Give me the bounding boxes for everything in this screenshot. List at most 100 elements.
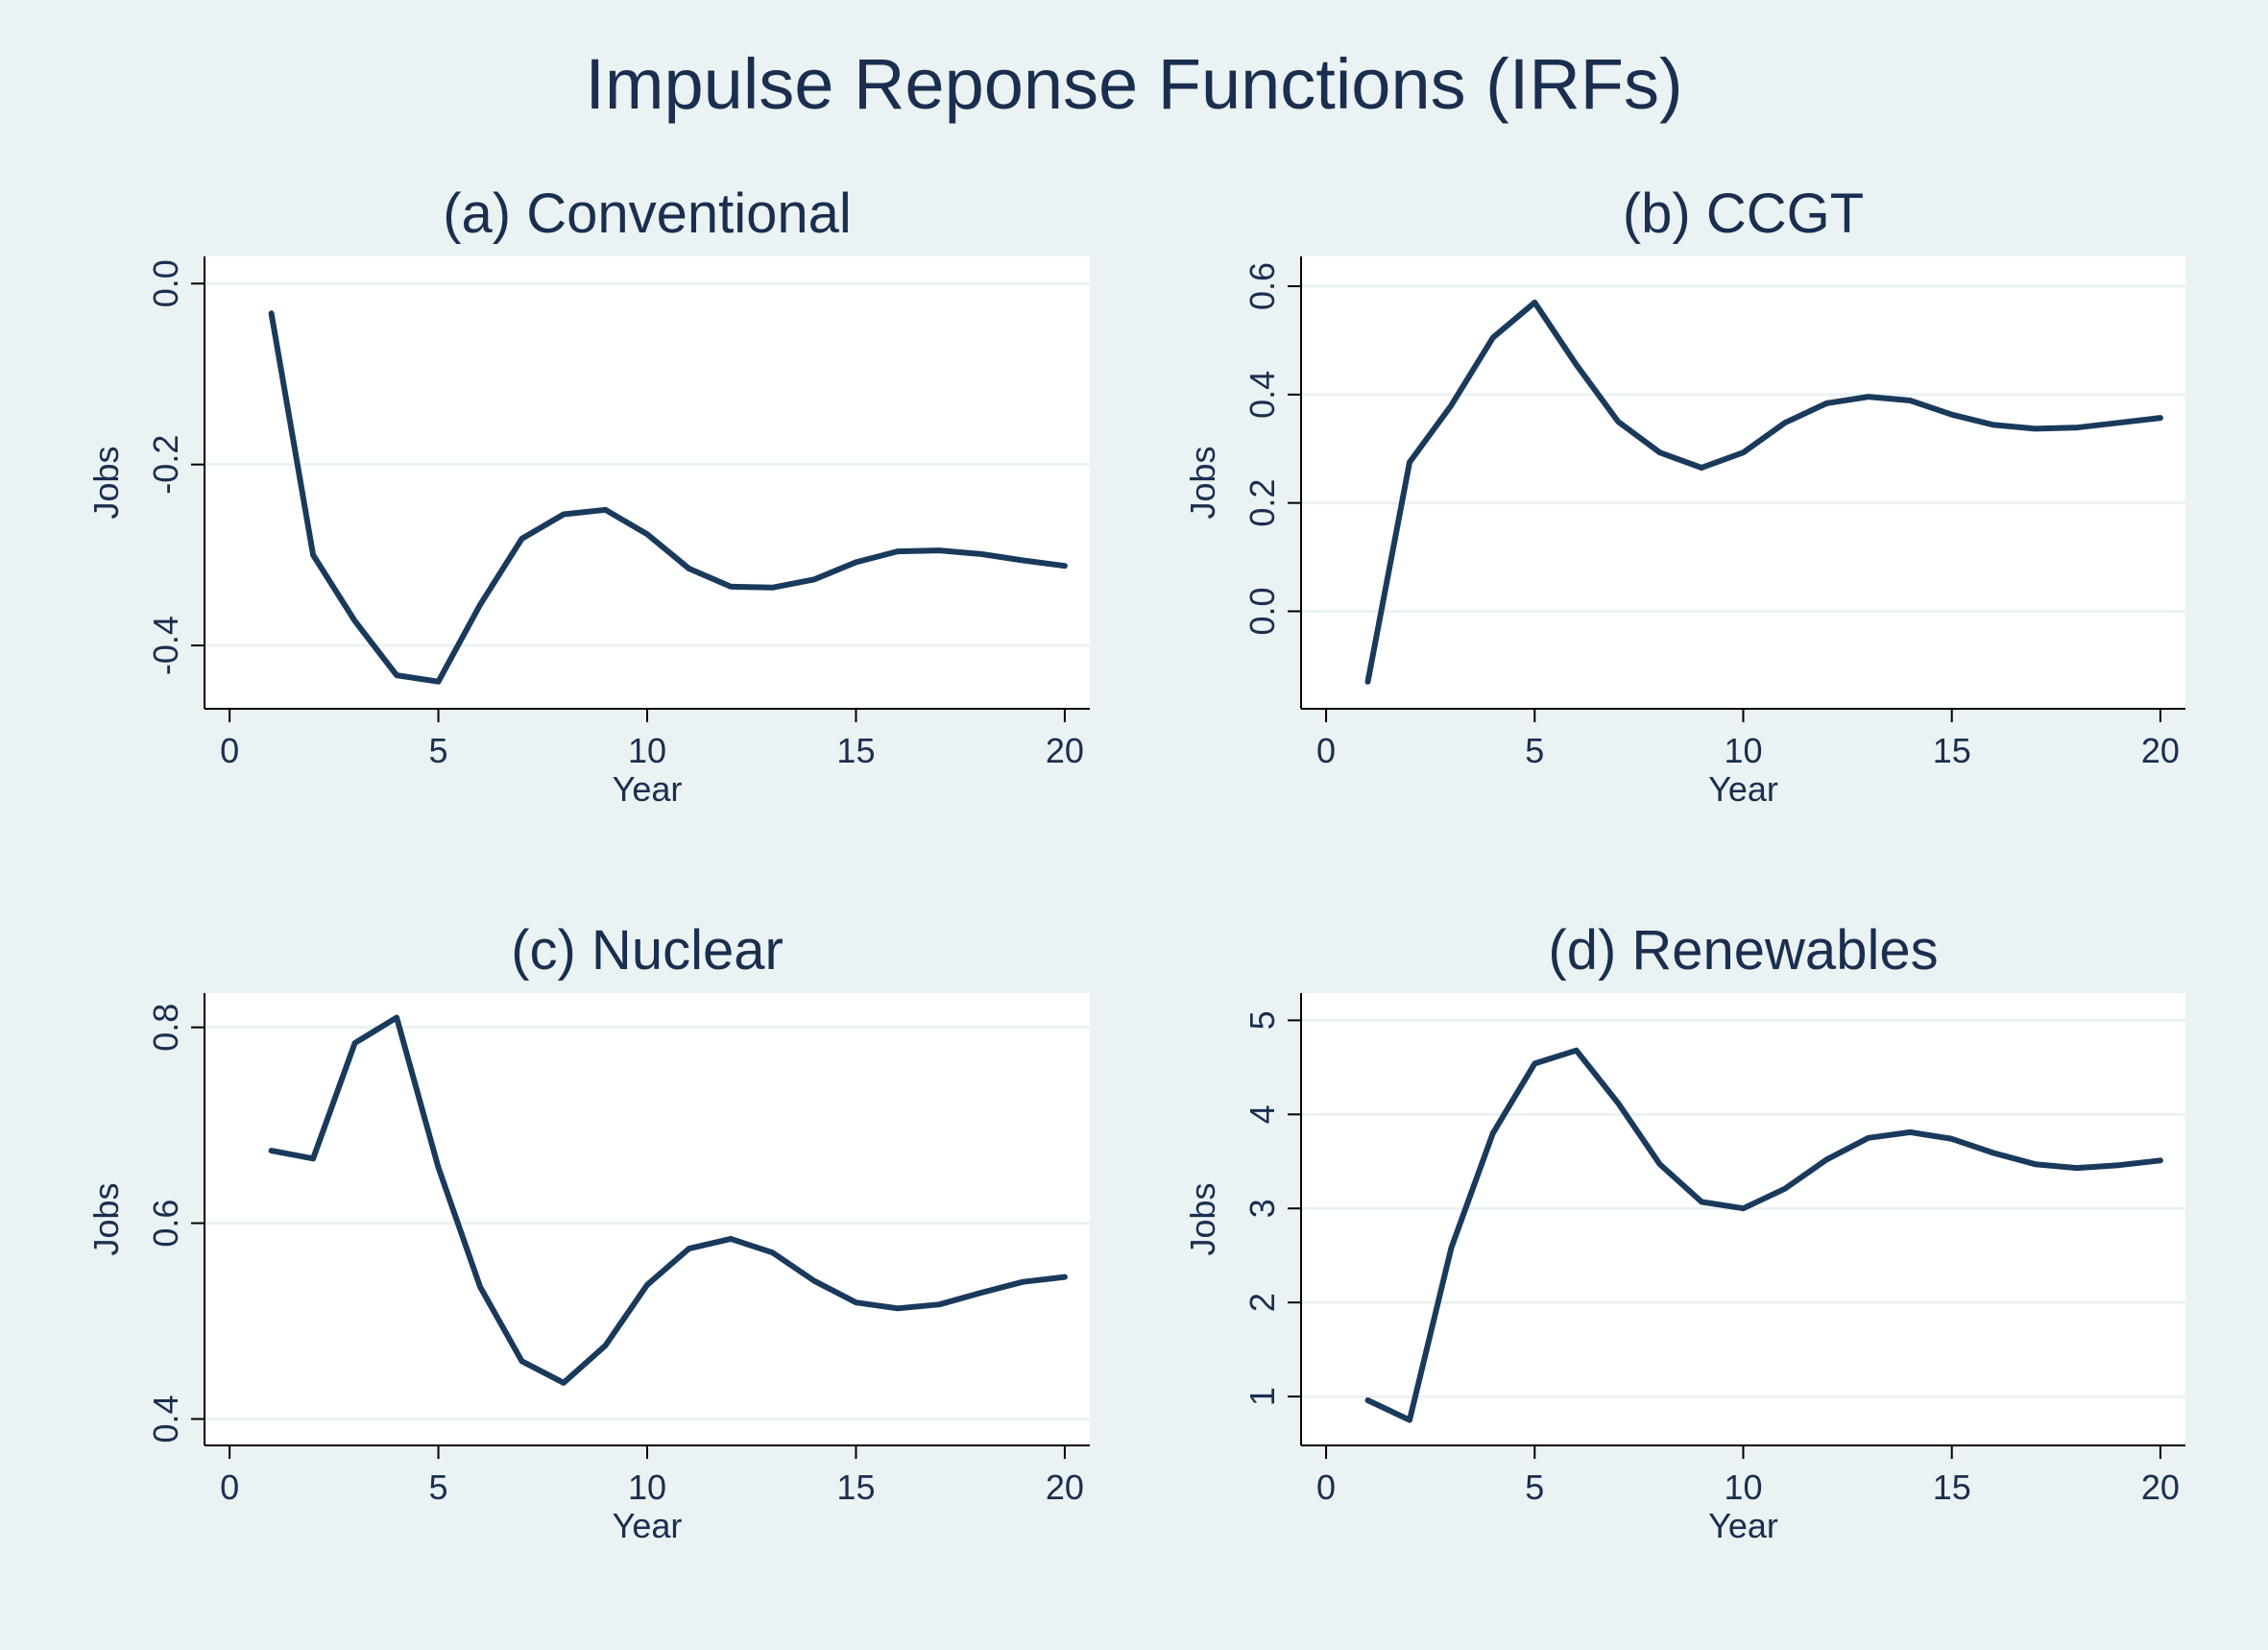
data-point [1741,449,1747,455]
data-point [1532,1060,1537,1066]
x-tick-label: 20 [2141,731,2180,770]
data-point [310,1155,316,1161]
data-point [1020,1279,1025,1285]
y-tick-label: 0.0 [146,259,185,307]
y-axis-title: Jobs [86,446,126,519]
y-axis-title: Jobs [86,1182,126,1255]
data-point [1949,1136,1955,1142]
x-tick-label: 15 [836,1468,875,1507]
y-tick-label: 4 [1243,1104,1282,1124]
data-point [436,679,442,685]
data-point [1782,1186,1788,1192]
x-tick-label: 15 [1933,1468,1971,1507]
y-tick-label: -0.2 [146,435,185,495]
y-tick-label: 0.2 [1243,479,1282,527]
data-point [1448,1245,1454,1250]
data-point [436,1164,442,1170]
plot-area [205,993,1090,1445]
data-point [853,559,858,565]
plot-area [1301,993,2185,1445]
panel-a: 0.0 -0.2 -0.4 0 5 10 15 20 Year Jobs (a) Conventio… [86,182,1090,809]
data-point [310,552,316,558]
data-point [1866,1135,1871,1141]
data-point [1949,412,1955,418]
data-point [1490,1130,1496,1136]
data-point [561,1380,567,1386]
x-tick-label: 20 [1046,1468,1084,1507]
data-point [352,619,358,624]
y-tick-label: 5 [1243,1010,1282,1030]
data-point [269,310,275,316]
data-point [1365,1397,1371,1403]
x-tick-label: 0 [1316,731,1336,770]
data-point [895,548,901,554]
y-tick-label: 0.8 [146,1004,185,1052]
data-point [1407,459,1412,465]
data-point [644,531,650,537]
data-point [352,1040,358,1046]
x-tick-label: 5 [429,731,448,770]
x-tick-label: 10 [628,1468,666,1507]
data-point [769,1250,775,1255]
x-tick-label: 0 [220,731,239,770]
plot-area [205,256,1090,709]
panel-title: (c) Nuclear [511,919,784,982]
x-axis-title: Year [613,1506,683,1545]
data-point [1657,449,1663,455]
x-axis-title: Year [613,769,683,809]
irf-line [1364,299,2163,685]
data-point [1407,1418,1412,1423]
data-point [519,1358,525,1364]
x-tick-label: 5 [429,1468,448,1507]
data-point [561,511,567,517]
data-point [811,576,817,582]
data-point [1699,465,1704,471]
data-point [394,672,399,678]
y-tick-label: 1 [1243,1387,1282,1406]
data-point [1574,362,1580,368]
irf-line [268,310,1068,685]
data-point [1615,419,1621,425]
data-point [1741,1205,1747,1211]
data-point [394,1014,399,1020]
data-point [936,1301,942,1307]
x-tick-label: 15 [1933,731,1971,770]
x-tick-label: 20 [2141,1468,2180,1507]
data-point [686,1246,691,1251]
x-tick-label: 10 [1724,1468,1762,1507]
data-point [1823,400,1829,406]
data-point [936,547,942,553]
data-point [1574,1048,1580,1054]
plot-area [1301,256,2185,709]
data-point [769,585,775,591]
data-point [1907,1129,1913,1135]
x-tick-label: 10 [628,731,666,770]
x-tick-label: 0 [1316,1468,1336,1507]
data-point [603,1343,609,1348]
y-tick-label: 0.6 [1243,262,1282,310]
y-axis-title: Jobs [1183,1182,1222,1255]
data-point [895,1305,901,1311]
y-tick-label: 0.4 [1243,371,1282,419]
irf-line [1364,1047,2163,1423]
panel-title: (b) CCGT [1623,182,1864,245]
data-point [1532,300,1537,305]
y-tick-label: 0.6 [146,1200,185,1248]
data-point [1615,1101,1621,1106]
y-axis-title: Jobs [1183,446,1222,519]
data-point [519,536,525,542]
y-tick-label: 3 [1243,1199,1282,1218]
irf-line [268,1014,1068,1386]
panel-d: 1 2 3 4 5 0 5 10 15 20 Year Jobs (d) Renewables [1183,919,2185,1545]
data-point [1490,335,1496,341]
data-point [2158,415,2163,421]
panel-b: 0.0 0.2 0.4 0.6 0 5 10 15 20 Year Jobs (b) CCGT [1183,182,2185,809]
data-point [978,551,984,557]
data-point [1020,558,1025,564]
data-point [1365,679,1371,685]
x-tick-label: 5 [1525,1468,1544,1507]
data-point [1062,563,1068,569]
data-point [1448,402,1454,408]
data-point [2033,1161,2039,1167]
